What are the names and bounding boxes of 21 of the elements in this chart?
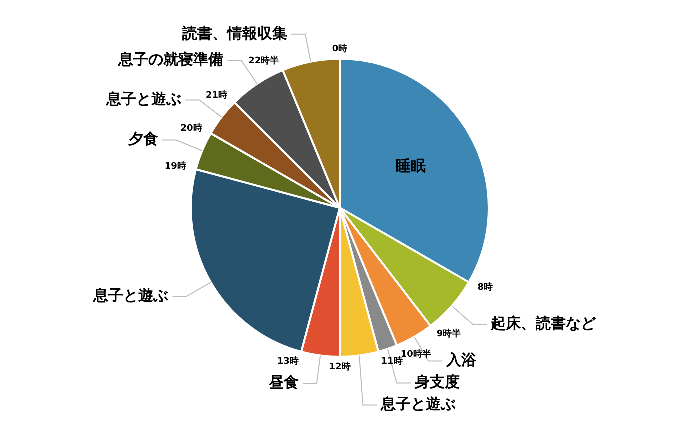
slice-label: 睡眠	[396, 156, 426, 175]
text: 19時	[164, 161, 186, 172]
slice-label: 息子と遊ぶ	[380, 395, 456, 414]
text: 21時	[206, 90, 228, 101]
slice-label: 息子と遊ぶ	[92, 286, 169, 304]
slice-label: 夕食	[127, 130, 158, 148]
text: 8時	[478, 282, 493, 293]
slice-label: 入浴	[446, 351, 478, 370]
slice-label: 息子の就寝準備	[118, 50, 224, 69]
text: 0時	[332, 43, 348, 54]
slice-label: 昼食	[268, 373, 299, 392]
text: 9時半	[436, 328, 462, 340]
slice-label: 読書、情報収集	[181, 24, 288, 42]
slice-label: 息子と遊ぶ	[106, 90, 182, 108]
text: 12時	[329, 361, 351, 372]
slice-label: 起床、読書など	[490, 314, 598, 333]
text: 22時半	[248, 55, 280, 66]
text: 13時	[277, 356, 299, 367]
slice-label: 身支度	[414, 373, 460, 392]
text: 20時	[180, 122, 202, 134]
text: 11時	[381, 356, 403, 367]
